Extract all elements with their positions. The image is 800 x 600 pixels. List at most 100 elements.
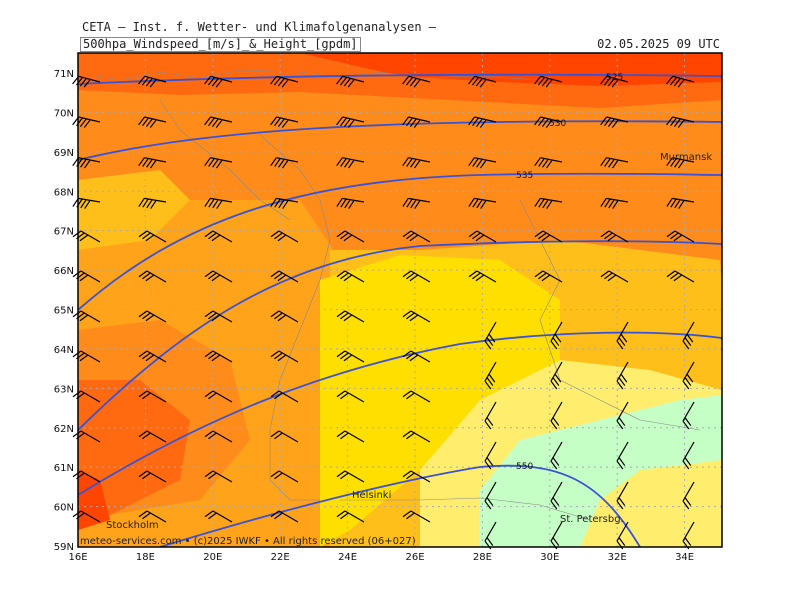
contour-550: [159, 464, 641, 547]
band-orange-red-sw: [78, 380, 190, 520]
wind-barb: [138, 270, 167, 283]
latitude-label: 64N: [54, 345, 74, 356]
wind-barb: [336, 510, 365, 523]
wind-barb: [270, 270, 299, 283]
graticule: [78, 53, 722, 547]
wind-barb: [600, 116, 629, 128]
wind-barb: [204, 75, 233, 88]
wind-barb: [138, 510, 167, 523]
plot-frame: [77, 52, 723, 548]
wind-barb: [336, 390, 365, 403]
wind-barb: [666, 75, 695, 88]
wind-barb: [138, 310, 167, 323]
band-amber-nw: [78, 170, 190, 250]
wind-barb: [600, 75, 629, 88]
wind-barb: [270, 157, 299, 169]
longitude-label: 16E: [68, 552, 87, 563]
wind-barb: [616, 321, 629, 350]
latitude-label: 62N: [54, 424, 74, 435]
wind-barb: [550, 441, 563, 470]
latitude-label: 71N: [54, 69, 74, 80]
chart-title: CETA — Inst. f. Wetter- und Klimafolgena…: [82, 20, 437, 34]
wind-barb: [484, 441, 497, 470]
wind-barb: [138, 470, 167, 483]
contour-545: [78, 331, 722, 496]
wind-barb: [468, 197, 497, 209]
border-east: [519, 199, 701, 431]
wind-barb: [138, 75, 167, 88]
wind-barb: [72, 350, 101, 363]
wind-barb: [336, 116, 365, 128]
wind-barb: [402, 430, 431, 443]
longitude-label: 34E: [675, 552, 694, 563]
wind-barb: [534, 270, 563, 283]
coast-gulf-of-bothnia: [259, 134, 331, 501]
wind-barb: [204, 310, 233, 323]
wind-barb: [682, 321, 695, 350]
latitude-label: 66N: [54, 266, 74, 277]
wind-barb: [534, 116, 563, 128]
wind-barb: [468, 157, 497, 169]
wind-barb: [616, 361, 629, 390]
wind-barb: [666, 230, 695, 243]
windspeed-field: [78, 53, 722, 547]
wind-barb: [138, 197, 167, 209]
band-pale-green: [480, 395, 722, 547]
wind-barb: [270, 230, 299, 243]
wind-barb: [666, 116, 695, 128]
contour-label-550: 550: [516, 462, 533, 472]
city-label: Murmansk: [660, 152, 712, 163]
wind-barb: [484, 361, 497, 390]
wind-barb: [550, 401, 563, 430]
longitude-label: 28E: [473, 552, 492, 563]
coast-gulf-of-finland: [340, 497, 591, 521]
border-norway-sweden: [159, 99, 291, 221]
credit-text: meteo-services.com • (c)2025 IWKF • All …: [80, 536, 416, 547]
wind-barb: [484, 321, 497, 350]
wind-barb: [682, 441, 695, 470]
wind-barb: [336, 310, 365, 323]
contour-labels: 525 530 535 550: [516, 73, 623, 472]
wind-barb: [666, 157, 695, 169]
latitude-label: 60N: [54, 503, 74, 514]
longitude-labels: 16E 18E 20E 22E 24E 26E 28E 30E 32E 34E: [68, 552, 694, 563]
wind-barb: [336, 430, 365, 443]
wind-barb: [336, 270, 365, 283]
wind-barb: [616, 441, 629, 470]
wind-barb: [204, 390, 233, 403]
wind-barb: [550, 361, 563, 390]
wind-barb: [600, 230, 629, 243]
wind-barb: [270, 350, 299, 363]
latitude-label: 67N: [54, 227, 74, 238]
contour-535: [78, 172, 722, 311]
latitude-label: 63N: [54, 384, 74, 395]
city-label: Stockholm: [106, 520, 159, 531]
wind-barb: [204, 197, 233, 209]
contour-label-530: 530: [549, 119, 566, 129]
wind-barb: [468, 270, 497, 283]
wind-barb: [616, 401, 629, 430]
wind-barb: [484, 481, 497, 510]
wind-barb: [402, 510, 431, 523]
contour-label-525: 525: [606, 73, 623, 83]
band-red-sw: [78, 470, 110, 530]
wind-barb: [682, 361, 695, 390]
wind-barb: [204, 230, 233, 243]
latitude-label: 65N: [54, 306, 74, 317]
wind-barb: [402, 157, 431, 169]
chart-subtitle: 500hpa_Windspeed_[m/s]_&_Height_[gpdm]: [80, 37, 361, 52]
wind-barb: [534, 230, 563, 243]
longitude-label: 18E: [136, 552, 155, 563]
wind-barb: [336, 197, 365, 209]
latitude-label: 69N: [54, 148, 74, 159]
longitude-label: 30E: [540, 552, 559, 563]
valid-time: 02.05.2025 09 UTC: [597, 37, 720, 51]
wind-barb: [682, 481, 695, 510]
wind-barb: [204, 116, 233, 128]
wind-barb: [336, 75, 365, 88]
wind-barb: [534, 75, 563, 88]
wind-barb: [270, 75, 299, 88]
wind-barb: [204, 430, 233, 443]
wind-barb: [204, 510, 233, 523]
wind-barb: [138, 350, 167, 363]
